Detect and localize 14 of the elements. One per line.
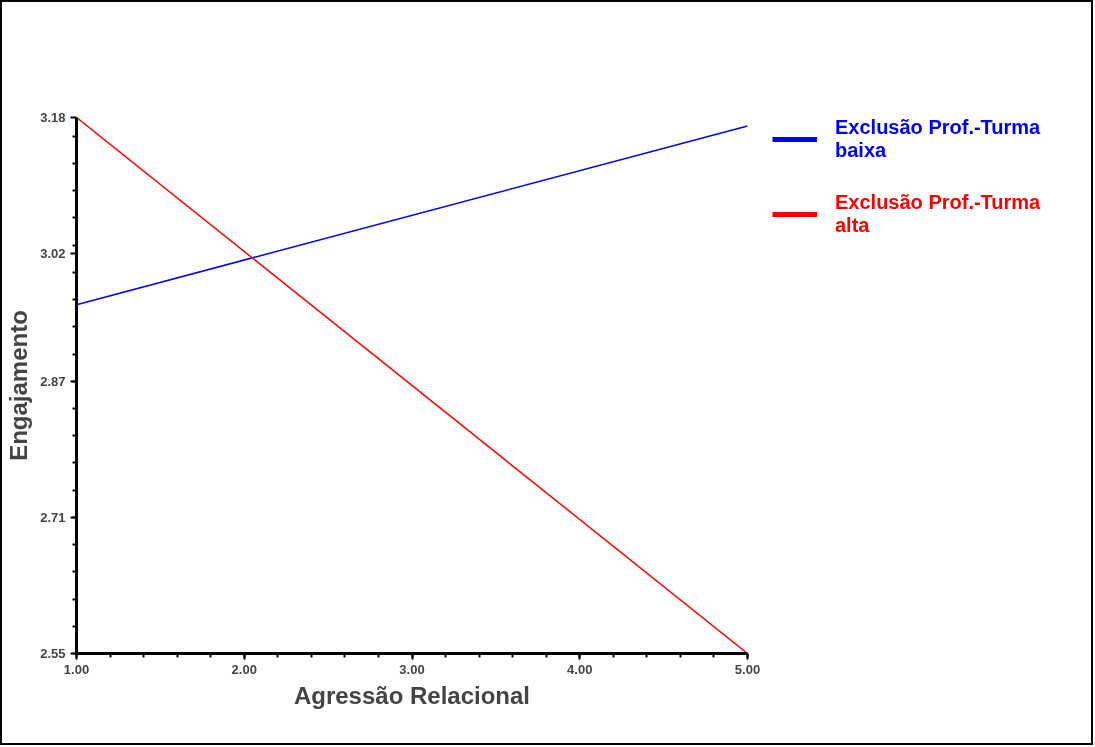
- legend-label: Exclusão Prof.-Turma alta: [835, 191, 1041, 237]
- x-axis-title: Agressão Relacional: [293, 681, 531, 709]
- y-tick-label: 2.55: [40, 646, 66, 661]
- y-tick-label: 2.71: [40, 509, 66, 525]
- y-axis-title: Engajamento: [5, 310, 33, 461]
- y-tick-label: 2.87: [40, 373, 66, 389]
- x-tick-label: 2.00: [231, 661, 257, 677]
- x-tick-label: 4.00: [567, 661, 593, 677]
- y-tick-label: 3.18: [40, 110, 66, 125]
- x-tick-label: 1.00: [63, 661, 90, 677]
- y-tick-label: 3.02: [40, 246, 66, 262]
- legend-label: Exclusão Prof.-Turma baixa: [835, 116, 1041, 162]
- x-tick-label: 5.00: [734, 661, 761, 677]
- x-tick-label: 3.00: [399, 661, 425, 677]
